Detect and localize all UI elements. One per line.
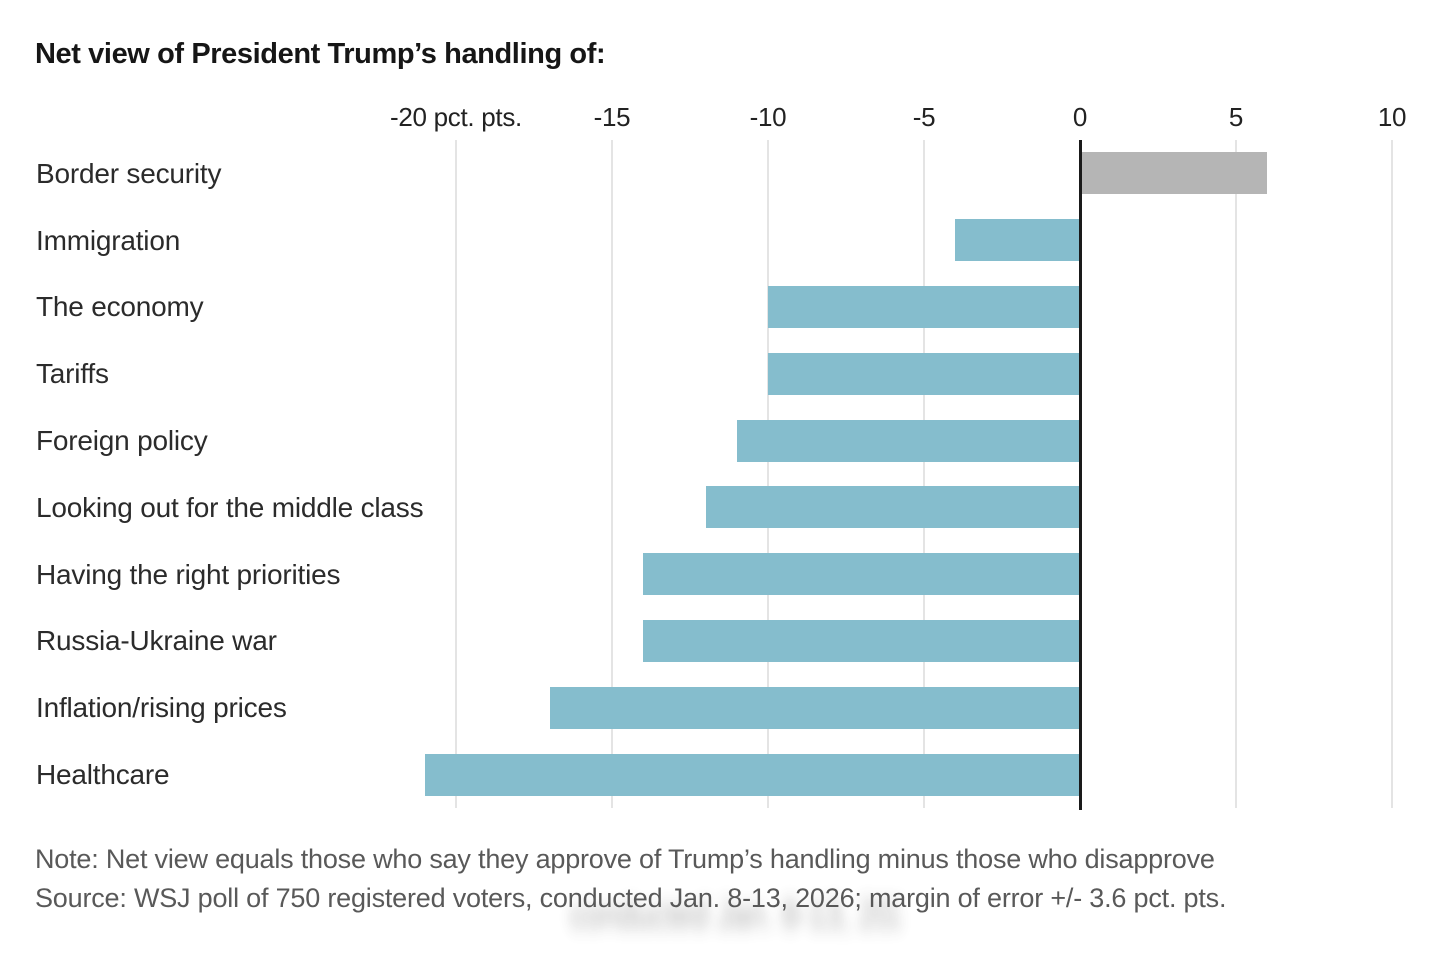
- category-label: Inflation/rising prices: [36, 692, 287, 724]
- chart-bar: [643, 553, 1080, 596]
- category-label: Looking out for the middle class: [36, 491, 424, 523]
- gridline: [1235, 140, 1237, 808]
- category-label: Immigration: [36, 224, 181, 256]
- gridline: [923, 140, 925, 808]
- chart-bar: [424, 753, 1080, 796]
- category-label: Healthcare: [36, 759, 170, 791]
- chart-note: Note: Net view equals those who say they…: [35, 844, 1215, 874]
- category-label: Russia-Ukraine war: [36, 625, 277, 657]
- chart-bar: [643, 620, 1080, 662]
- chart-bar: [1080, 152, 1268, 195]
- chart-bar: [705, 486, 1080, 529]
- gridline: [1391, 140, 1393, 808]
- chart-bar: [736, 419, 1080, 462]
- zero-axis-line: [1078, 140, 1082, 810]
- chart-bar: [955, 219, 1080, 262]
- x-axis-tick-label: 5: [1228, 102, 1244, 132]
- x-axis-tick-label: -20 pct. pts.: [390, 102, 522, 132]
- x-axis-tick-label: -5: [912, 102, 936, 132]
- gridline: [611, 140, 613, 808]
- gridline: [455, 140, 457, 808]
- x-axis-tick-label: 0: [1072, 102, 1088, 132]
- category-label: Tariffs: [36, 358, 109, 390]
- category-label: Having the right priorities: [36, 558, 341, 590]
- category-label: Border security: [36, 157, 222, 189]
- category-label: Foreign policy: [36, 425, 208, 457]
- x-axis-tick-label: 10: [1377, 102, 1407, 132]
- x-axis-tick-label: -10: [749, 102, 787, 132]
- x-axis-tick-label: -15: [593, 102, 631, 132]
- chart-source: Source: WSJ poll of 750 registered voter…: [35, 883, 1227, 913]
- chart-title: Net view of President Trump’s handling o…: [35, 38, 606, 70]
- chart-bar: [549, 686, 1080, 729]
- chart-bar: [768, 286, 1080, 328]
- gridline: [767, 140, 769, 808]
- chart-bar: [768, 352, 1080, 395]
- category-label: The economy: [36, 291, 204, 323]
